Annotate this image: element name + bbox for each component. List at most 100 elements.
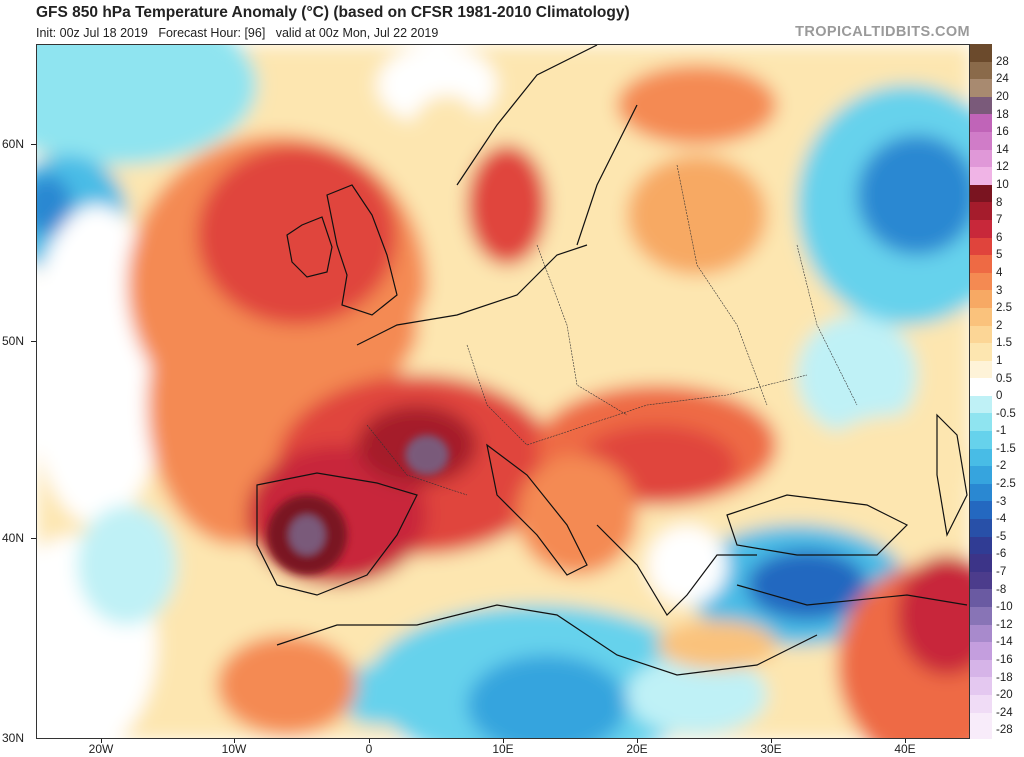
colorbar-label: 0 xyxy=(996,390,1003,403)
map-canvas xyxy=(37,45,969,738)
colorbar-swatch xyxy=(970,501,992,520)
colorbar-swatch xyxy=(970,483,992,502)
colorbar-label: 2.5 xyxy=(996,302,1012,315)
colorbar-label: -2 xyxy=(996,460,1007,473)
colorbar-swatch xyxy=(970,272,992,291)
colorbar-label: 7 xyxy=(996,214,1003,227)
colorbar-label: -1 xyxy=(996,425,1007,438)
colorbar-label: -6 xyxy=(996,548,1007,561)
colorbar-label: -14 xyxy=(996,636,1013,649)
lon-label: 20E xyxy=(626,742,648,756)
colorbar-swatch xyxy=(970,431,992,450)
colorbar-swatch xyxy=(970,659,992,678)
colorbar-label: 14 xyxy=(996,143,1009,156)
colorbar-swatch xyxy=(970,167,992,186)
colorbar-label: -8 xyxy=(996,583,1007,596)
colorbar-label: -18 xyxy=(996,671,1013,684)
colorbar-swatch xyxy=(970,730,992,739)
colorbar-label: 6 xyxy=(996,231,1003,244)
lon-tick xyxy=(771,739,772,743)
init-time: Init: 00z Jul 18 2019 xyxy=(36,26,148,40)
colorbar-swatch xyxy=(970,624,992,643)
colorbar-label: 8 xyxy=(996,196,1003,209)
colorbar-label: 4 xyxy=(996,266,1003,279)
colorbar-swatch xyxy=(970,519,992,538)
iberia-hotspot xyxy=(267,435,449,575)
lat-tick xyxy=(31,144,36,145)
colorbar-label: 24 xyxy=(996,73,1009,86)
lat-label: 50N xyxy=(2,334,25,348)
colorbar-label: -0.5 xyxy=(996,407,1016,420)
lon-tick xyxy=(369,739,370,743)
colorbar-swatch xyxy=(970,413,992,432)
colorbar-swatch xyxy=(970,290,992,309)
lat-label: 30N xyxy=(2,731,25,745)
colorbar-label: -12 xyxy=(996,618,1013,631)
colorbar-swatch xyxy=(970,61,992,80)
colorbar-label: -2.5 xyxy=(996,478,1016,491)
colorbar-label: 16 xyxy=(996,126,1009,139)
colorbar-label: 18 xyxy=(996,108,1009,121)
valid-time: valid at 00z Mon, Jul 22 2019 xyxy=(275,26,439,40)
colorbar-swatch xyxy=(970,448,992,467)
colorbar-label: -7 xyxy=(996,566,1007,579)
colorbar-swatch xyxy=(970,378,992,397)
colorbar-swatch xyxy=(970,131,992,151)
colorbar-label: -28 xyxy=(996,724,1013,737)
colorbar-label: -24 xyxy=(996,706,1013,719)
anomaly-field xyxy=(37,45,969,738)
colorbar-label: -20 xyxy=(996,689,1013,702)
colorbar-swatch xyxy=(970,255,992,274)
colorbar-swatch xyxy=(970,44,992,63)
lat-label: 40N xyxy=(2,531,25,545)
colorbar-label: 2 xyxy=(996,319,1003,332)
lon-label: 40E xyxy=(894,742,916,756)
colorbar-swatch xyxy=(970,589,992,608)
anomaly-map xyxy=(36,44,970,739)
colorbar-swatch xyxy=(970,325,992,344)
colorbar-swatch xyxy=(970,360,992,379)
colorbar-swatch xyxy=(970,114,992,133)
colorbar-label: 28 xyxy=(996,55,1009,68)
colorbar-swatch xyxy=(970,184,992,203)
map-title: GFS 850 hPa Temperature Anomaly (°C) (ba… xyxy=(36,4,630,21)
lon-label: 10W xyxy=(221,742,247,756)
colorbar-label: -16 xyxy=(996,654,1013,667)
colorbar-swatch xyxy=(970,695,992,714)
lon-tick xyxy=(234,739,235,743)
lon-tick xyxy=(637,739,638,743)
lon-tick xyxy=(101,739,102,743)
run-info: Init: 00z Jul 18 2019 Forecast Hour: [96… xyxy=(36,26,438,40)
colorbar-swatch xyxy=(970,149,992,168)
colorbar-label: 5 xyxy=(996,249,1003,262)
borders xyxy=(366,164,858,496)
colorbar-swatch xyxy=(970,554,992,573)
colorbar-label: -1.5 xyxy=(996,442,1016,455)
lon-label: 30E xyxy=(760,742,782,756)
colorbar xyxy=(970,44,992,739)
colorbar-swatch xyxy=(970,571,992,590)
colorbar-label: -3 xyxy=(996,495,1007,508)
lon-tick xyxy=(905,739,906,743)
colorbar-label: 0.5 xyxy=(996,372,1012,385)
colorbar-label: 20 xyxy=(996,90,1009,103)
colorbar-swatch xyxy=(970,237,992,256)
colorbar-swatch xyxy=(970,607,992,626)
colorbar-swatch xyxy=(970,536,992,555)
colorbar-swatch xyxy=(970,79,992,98)
lat-tick xyxy=(31,538,36,539)
colorbar-label: 1 xyxy=(996,354,1003,367)
colorbar-swatch xyxy=(970,343,992,362)
forecast-hour: Forecast Hour: [96] xyxy=(158,26,266,40)
colorbar-swatch xyxy=(970,712,992,731)
colorbar-swatch xyxy=(970,307,992,327)
coastlines xyxy=(256,45,968,676)
brand-watermark: TROPICALTIDBITS.COM xyxy=(795,24,970,40)
lat-label: 60N xyxy=(2,137,25,151)
colorbar-swatch xyxy=(970,395,992,414)
colorbar-label: 1.5 xyxy=(996,337,1012,350)
lon-label: 20W xyxy=(88,742,114,756)
colorbar-label: 12 xyxy=(996,161,1009,174)
lat-tick xyxy=(31,341,36,342)
colorbar-swatch xyxy=(970,677,992,696)
